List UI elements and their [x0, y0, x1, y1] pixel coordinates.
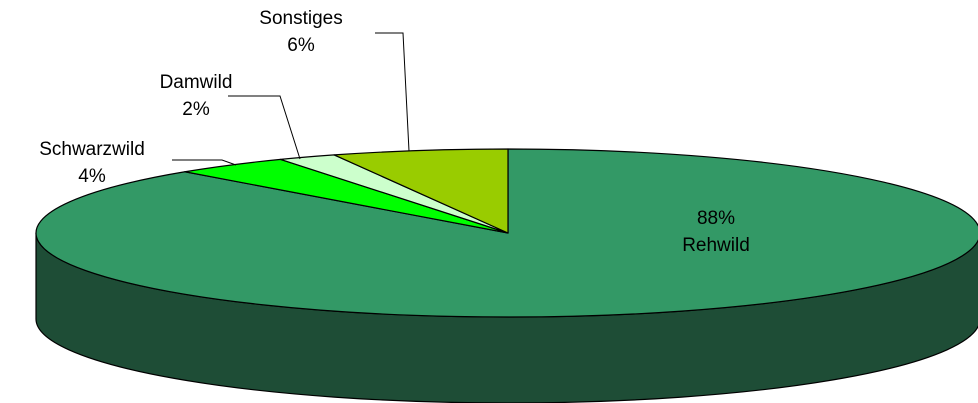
leader-sonstiges: [375, 32, 410, 152]
pie-slices: [35, 148, 978, 318]
label-rehwild: 88% Rehwild: [682, 208, 750, 256]
label-damwild: Damwild 2%: [160, 72, 233, 120]
slice-sonstiges: [333, 148, 509, 234]
label-sonstiges: Sonstiges 6%: [259, 8, 342, 56]
leader-damwild: [228, 95, 301, 160]
label-schwarzwild: Schwarzwild 4%: [39, 139, 145, 187]
slice-labels: 88% Rehwild Schwarzwild 4% Damwild 2% Sonstige…: [39, 8, 750, 256]
label-leaders: [172, 32, 410, 166]
leader-schwarzwild: [172, 159, 237, 166]
